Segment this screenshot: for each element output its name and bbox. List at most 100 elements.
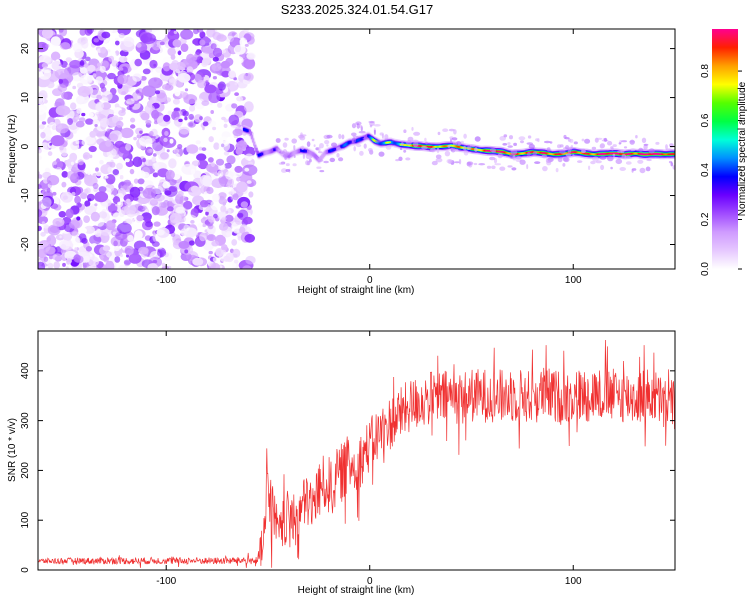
spectrogram-halo-cell	[511, 167, 517, 171]
spectrogram-halo-cell	[324, 140, 330, 145]
spectrogram-halo-cell	[543, 140, 551, 144]
spectrogram-noise-cell	[161, 262, 166, 267]
spectrogram-noise-cell	[38, 248, 47, 258]
spectrogram-noise-cell	[58, 78, 64, 84]
spectrogram-noise-cell	[96, 94, 102, 100]
spectrogram-noise-cell	[107, 203, 118, 214]
spectrogram-noise-cell	[81, 237, 88, 244]
spectrogram-noise-cell	[124, 137, 132, 144]
spectrogram-halo-cell	[519, 159, 526, 165]
spectrogram-noise-cell	[70, 102, 77, 110]
spectrogram-noise-cell	[92, 119, 100, 126]
spectrogram-noise-cell	[45, 44, 50, 48]
spectrogram-noise-cell	[107, 72, 116, 80]
spectrogram-noise-cell	[196, 153, 207, 161]
spectrogram-noise-cell	[100, 201, 109, 209]
spectrogram-noise-cell	[220, 60, 231, 69]
spectrogram-noise-cell	[244, 167, 250, 172]
spectrogram-noise-cell	[212, 257, 217, 262]
spectrogram-noise-cell	[169, 197, 174, 202]
spectrogram-noise-cell	[210, 43, 217, 50]
spectrogram-noise-cell	[48, 254, 54, 260]
spectrogram-noise-cell	[132, 48, 138, 54]
spectrogram-noise-cell	[94, 191, 109, 203]
spectrogram-noise-cell	[218, 222, 229, 231]
spectrogram-noise-cell	[203, 57, 212, 64]
spectrogram-halo-cell	[323, 160, 329, 164]
spectrogram-noise-cell	[118, 264, 128, 269]
spectrogram-halo-cell	[515, 156, 522, 162]
spectrogram-noise-cell	[43, 224, 49, 229]
spectrogram-halo-cell	[318, 151, 323, 154]
spectrogram-noise-cell	[44, 127, 51, 135]
spectrogram-noise-cell	[67, 118, 73, 125]
snr-y-tick-label: 300	[20, 412, 31, 429]
spectrogram-noise-cell	[223, 151, 229, 156]
spectrogram-noise-cell	[232, 248, 241, 258]
spectrogram-noise-cell	[168, 238, 174, 245]
spectrogram-halo-cell	[610, 166, 613, 170]
spectrogram-noise-cell	[130, 124, 136, 129]
spectrogram-x-ticks: -100 0 100	[156, 29, 582, 286]
spectrogram-noise-cell	[83, 188, 89, 194]
spectrogram-noise-cell	[40, 131, 46, 139]
spectrogram-halo-cell	[373, 129, 376, 135]
spectrogram-ridge-cell	[392, 141, 396, 145]
spectrogram-noise-cell	[88, 145, 97, 153]
spectrogram-halo-cell	[424, 137, 427, 142]
spectrogram-noise-cell	[41, 29, 54, 39]
spectrogram-noise-cell	[215, 248, 224, 257]
spectrogram-noise-cell	[51, 125, 57, 131]
spectrogram-noise-cell	[213, 142, 220, 150]
spectrogram-noise-cell	[49, 142, 53, 146]
spectrogram-noise-cell	[211, 63, 222, 72]
spectrogram-noise-cell	[79, 67, 88, 74]
spectrogram-halo-cell	[329, 157, 336, 163]
spectrogram-halo-cell	[411, 126, 414, 131]
spectrogram-halo-cell	[436, 147, 440, 154]
spectrogram-noise-cell	[192, 257, 204, 266]
spectrogram-halo-cell	[499, 136, 507, 141]
spectrogram-noise-cell	[228, 191, 233, 195]
colorbar-label: Normalized spectral amplitude	[737, 81, 748, 216]
spectrogram-halo-cell	[446, 159, 453, 164]
spectrogram-noise-cell	[152, 162, 160, 170]
spectrogram-ridge-cell	[250, 135, 254, 139]
spectrogram-halo-cell	[499, 166, 506, 171]
spectrogram-noise-cell	[163, 114, 171, 122]
spectrogram-noise-cell	[184, 253, 192, 261]
spectrogram-noise-cell	[58, 29, 68, 37]
spectrogram-noise-cell	[38, 69, 52, 80]
spectrogram-noise-cell	[243, 101, 254, 113]
spectrogram-halo-cell	[596, 137, 603, 140]
spectrogram-noise-cell	[190, 168, 196, 175]
spectrogram-noise-cell	[212, 193, 220, 202]
spectrogram-noise-cell	[82, 264, 87, 269]
spectrogram-halo-cell	[491, 150, 497, 153]
spectrogram-noise-cell	[39, 124, 45, 130]
spectrogram-noise-cell	[102, 245, 111, 252]
spectrogram-noise-cell	[71, 72, 84, 82]
spectrogram-noise-cell	[74, 247, 78, 251]
spectrogram-halo-cell	[572, 154, 575, 157]
spectrogram-halo-cell	[353, 146, 357, 152]
colorbar-tick-label: 0.0	[700, 262, 711, 276]
spectrogram-noise-cell	[208, 157, 214, 163]
spectrogram-noise-cell	[242, 265, 252, 269]
spectrogram-noise-cell	[99, 65, 106, 73]
spectrogram-noise-cell	[126, 198, 131, 203]
spectrogram-noise-cell	[248, 191, 254, 198]
spectrogram-noise-cell	[163, 137, 168, 143]
spectrogram-halo-cell	[319, 170, 325, 173]
spectrogram-noise-cell	[87, 198, 92, 202]
spectrogram-noise-cell	[129, 186, 141, 198]
spectrogram-halo-cell	[369, 124, 373, 128]
spectrogram-noise-cell	[156, 229, 165, 236]
spectrogram-halo-cell	[385, 145, 392, 150]
spectrogram-noise-cell	[202, 216, 206, 220]
spectrogram-noise-cell	[226, 136, 233, 142]
spectrogram-noise-cell	[226, 182, 231, 188]
spectrogram-noise-cell	[201, 147, 207, 152]
spectrogram-noise-cell	[41, 62, 49, 69]
spectrogram-noise-cell	[142, 187, 156, 199]
